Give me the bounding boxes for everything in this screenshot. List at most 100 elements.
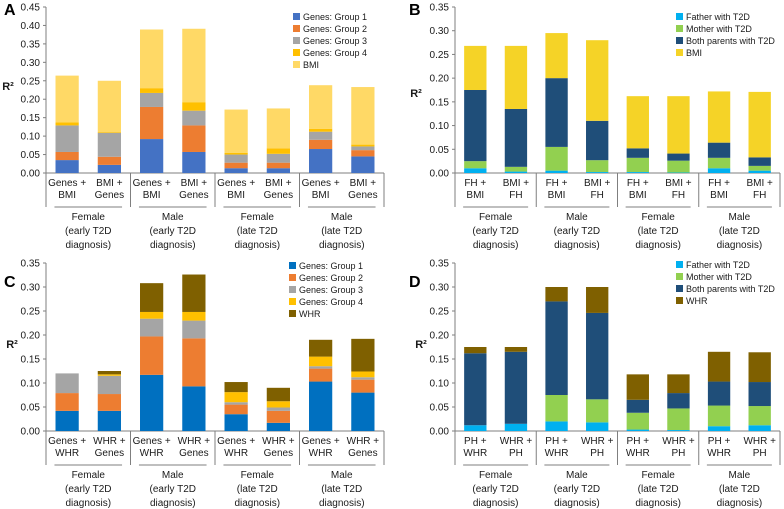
group-label: diagnosis) [717, 240, 763, 251]
group-label: (late T2D [237, 484, 278, 495]
legend-swatch [289, 274, 296, 281]
bar-segment-genes-group-4 [182, 102, 206, 111]
legend-swatch [676, 261, 683, 268]
bar-segment-genes-group-2 [266, 410, 290, 423]
bar-segment-genes-group-2 [140, 106, 164, 140]
x-category-label: BMI + [665, 178, 692, 189]
legend-swatch [676, 297, 683, 304]
y-tick-label: 0.25 [430, 307, 450, 318]
x-category-label: FH + [708, 178, 730, 189]
bar-segment-genes-group-1 [97, 410, 121, 431]
legend-swatch [289, 310, 296, 317]
bar-segment-both-parents-with-t2d [626, 148, 649, 158]
y-tick-label: 0.10 [430, 379, 450, 390]
x-category-label: Genes + [48, 178, 86, 189]
bar-segment-genes-group-4 [97, 374, 121, 376]
panel-letter: C [4, 274, 16, 291]
chart-panel-a: A 0.00 0.05 0.10 0.15 0.20 0.25 0.30 0.35 0.40 0.4… [2, 2, 385, 251]
group-label: Male [566, 212, 588, 223]
x-category-label: BMI + [350, 178, 377, 189]
bar-segment-genes-group-3 [224, 154, 248, 163]
group-label: diagnosis) [150, 240, 196, 251]
panel-letter: B [409, 2, 421, 19]
bar-segment-whr [748, 352, 771, 383]
x-category-label: FH + [464, 178, 486, 189]
legend: Genes: Group 1 Genes: Group 2 Genes: Group… [293, 12, 367, 70]
bar-segment-bmi [504, 45, 528, 109]
y-tick-label: 0.40 [21, 21, 41, 32]
legend-entry: Both parents with T2D [686, 36, 775, 46]
bar-segment-mother-with-t2d [464, 161, 487, 169]
legend-swatch [289, 298, 296, 305]
bar-segment-genes-group-1 [140, 374, 164, 431]
bar-segment-genes-group-4 [182, 311, 206, 321]
x-category-label: Genes [264, 448, 293, 459]
group-label: (early T2D [554, 226, 601, 237]
bar-segment-both-parents-with-t2d [464, 353, 487, 426]
legend-entry: WHR [686, 296, 708, 306]
legend: Father with T2D Mother with T2D Both paren… [676, 260, 775, 306]
bar-segment-father-with-t2d [586, 172, 609, 173]
group-label: diagnosis) [234, 498, 280, 509]
y-tick-label: 0.30 [430, 26, 450, 37]
bar-segment-genes-group-3 [140, 318, 164, 337]
bar-segment-genes-group-3 [309, 131, 333, 140]
bar-segment-bmi [224, 109, 248, 153]
bar-segment-genes-group-2 [309, 368, 333, 382]
legend-entry: Both parents with T2D [686, 284, 775, 294]
group-label: Female [241, 470, 275, 481]
legend-entry: Genes: Group 2 [303, 24, 367, 34]
bar-segment-mother-with-t2d [707, 157, 731, 169]
bar-segment-father-with-t2d [707, 426, 731, 431]
x-category-label: FH + [627, 178, 649, 189]
group-label: (early T2D [65, 484, 112, 495]
legend-swatch [676, 273, 683, 280]
bar-segment-mother-with-t2d [748, 165, 771, 171]
x-category-label: WHR [626, 448, 650, 459]
group-label: Male [162, 470, 184, 481]
bar-segment-genes-group-2 [182, 125, 206, 152]
bar-segment-genes-group-4 [224, 392, 248, 403]
bar-segment-genes-group-3 [351, 377, 375, 380]
group-label: (late T2D [719, 226, 760, 237]
bar-segment-bmi [707, 91, 731, 143]
legend-entry: Mother with T2D [686, 272, 752, 282]
bar-segment-genes-group-3 [97, 375, 121, 395]
y-tick-label: 0.25 [21, 307, 41, 318]
legend-entry: Mother with T2D [686, 24, 752, 34]
bar-segment-both-parents-with-t2d [667, 393, 690, 409]
group-label: diagnosis) [635, 240, 681, 251]
bar-segment-whr [667, 374, 690, 394]
bar-segment-bmi [309, 85, 333, 129]
y-tick-label: 0.35 [430, 259, 450, 270]
bar-segment-genes-group-1 [97, 164, 121, 173]
y-tick-label: 0.00 [21, 427, 41, 438]
bar-segment-father-with-t2d [748, 425, 771, 431]
legend-swatch [676, 37, 683, 44]
bar-segment-bmi [266, 108, 290, 149]
x-category-label: WHR [55, 448, 79, 459]
bar-segment-genes-group-3 [97, 132, 121, 157]
y-tick-label: 0.25 [21, 76, 41, 87]
legend-entry: BMI [686, 48, 702, 58]
group-label: diagnosis) [150, 498, 196, 509]
group-label: diagnosis) [554, 240, 600, 251]
bar-segment-genes-group-1 [182, 386, 206, 431]
bar-segment-mother-with-t2d [586, 399, 609, 423]
x-category-label: PH [590, 448, 604, 459]
bar-segment-father-with-t2d [545, 170, 568, 173]
group-label: (late T2D [321, 484, 362, 495]
bar-segment-whr [309, 339, 333, 357]
bar-segment-genes-group-3 [309, 366, 333, 369]
y-tick-label: 0.10 [21, 132, 41, 143]
x-category-label: WHR + [743, 436, 776, 447]
bar-segment-bmi [545, 33, 568, 79]
bar-segment-whr [140, 283, 164, 312]
y-tick-label: 0.05 [21, 150, 41, 161]
x-category-label: PH + [545, 436, 568, 447]
bar-segment-bmi [140, 29, 164, 89]
group-label: Female [641, 212, 675, 223]
bar-segment-whr [266, 387, 290, 402]
x-category-label: BMI [58, 190, 76, 201]
